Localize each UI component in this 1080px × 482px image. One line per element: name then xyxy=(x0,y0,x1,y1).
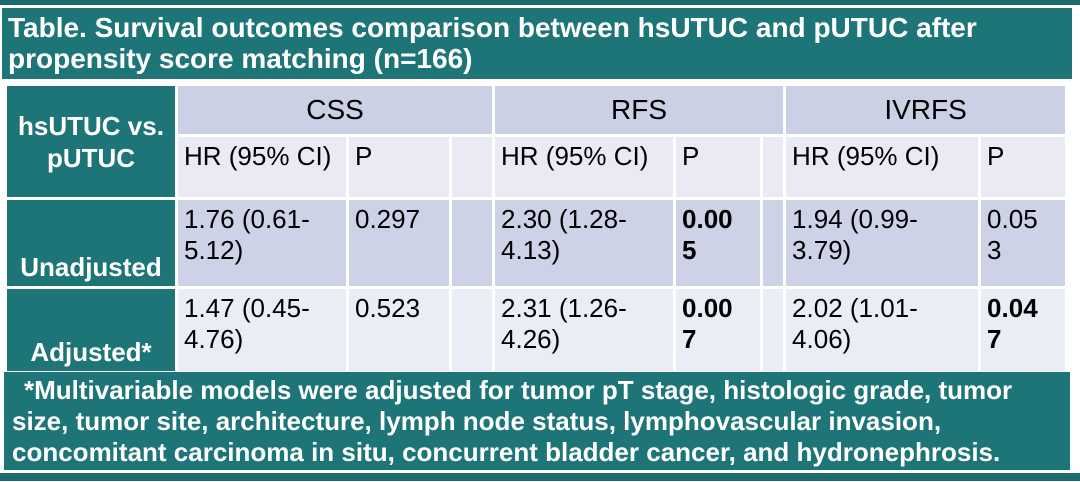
spacer-cell xyxy=(763,289,784,371)
subheader-row: HR (95% CI) P HR (95% CI) P HR (95% CI) … xyxy=(7,137,1066,197)
row-label-adjusted: Adjusted* xyxy=(7,289,175,371)
group-header-css: CSS xyxy=(178,86,493,134)
adjusted-rfs-p: 0.007 xyxy=(676,289,761,371)
adjusted-rfs-hr: 2.31 (1.26-4.26) xyxy=(495,289,674,371)
adjusted-css-hr: 1.47 (0.45-4.76) xyxy=(178,289,346,371)
row-label-unadjusted: Unadjusted xyxy=(7,200,175,286)
subheader-css-hr: HR (95% CI) xyxy=(178,137,346,197)
adjusted-ivrfs-p: 0.047 xyxy=(981,289,1066,371)
subheader-rfs-hr: HR (95% CI) xyxy=(495,137,674,197)
subheader-rfs-p: P xyxy=(676,137,761,197)
table-footnote: *Multivariable models were adjusted for … xyxy=(4,372,1070,470)
table-title: Table. Survival outcomes comparison betw… xyxy=(2,8,1072,79)
group-header-ivrfs: IVRFS xyxy=(786,86,1066,134)
group-header-row: hsUTUC vs. pUTUC CSS RFS IVRFS xyxy=(7,86,1066,197)
spacer-cell xyxy=(452,137,493,197)
unadjusted-css-hr: 1.76 (0.61-5.12) xyxy=(178,200,346,286)
table-row-adjusted: Adjusted* 1.47 (0.45-4.76) 0.523 2.31 (1… xyxy=(7,289,1066,371)
adjusted-ivrfs-hr: 2.02 (1.01-4.06) xyxy=(786,289,979,371)
group-header-rfs: RFS xyxy=(495,86,784,134)
spacer-cell xyxy=(763,200,784,286)
unadjusted-ivrfs-p: 0.053 xyxy=(981,200,1066,286)
corner-header-cell: hsUTUC vs. pUTUC xyxy=(7,86,175,197)
bottom-border-bar xyxy=(0,473,1080,481)
spacer-cell xyxy=(763,137,784,197)
unadjusted-ivrfs-hr: 1.94 (0.99-3.79) xyxy=(786,200,979,286)
spacer-cell xyxy=(452,200,493,286)
survival-outcomes-table: hsUTUC vs. pUTUC CSS RFS IVRFS HR (95% C… xyxy=(4,83,1068,374)
top-border-bar xyxy=(0,0,1080,5)
unadjusted-rfs-hr: 2.30 (1.28-4.13) xyxy=(495,200,674,286)
subheader-css-p: P xyxy=(349,137,449,197)
subheader-ivrfs-p: P xyxy=(981,137,1066,197)
unadjusted-css-p: 0.297 xyxy=(349,200,449,286)
subheader-ivrfs-hr: HR (95% CI) xyxy=(786,137,979,197)
table-row-unadjusted: Unadjusted 1.76 (0.61-5.12) 0.297 2.30 (… xyxy=(7,200,1066,286)
unadjusted-rfs-p: 0.005 xyxy=(676,200,761,286)
adjusted-css-p: 0.523 xyxy=(349,289,449,371)
spacer-cell xyxy=(452,289,493,371)
